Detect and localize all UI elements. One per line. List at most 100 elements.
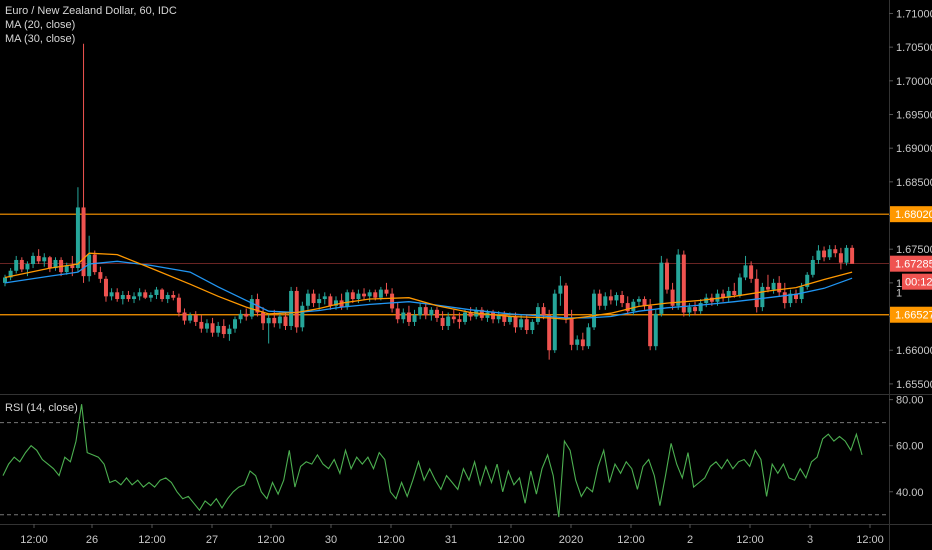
candle-up: [737, 277, 742, 295]
candle-up: [485, 312, 490, 318]
candle-up: [300, 305, 305, 328]
price-badge: [890, 206, 932, 223]
candle-down: [261, 312, 266, 324]
candle-down: [625, 303, 630, 312]
candle-up: [698, 303, 703, 312]
candle-down: [126, 294, 131, 300]
time-tick-label: 12:00: [20, 534, 48, 546]
candle-up: [401, 312, 406, 320]
candle-down: [440, 317, 445, 326]
candle-up: [132, 296, 137, 300]
candle-up: [3, 277, 7, 283]
time-tick-label: 12:00: [377, 534, 405, 546]
rsi-tick-label: 80.00: [896, 395, 924, 407]
candle-down: [468, 312, 473, 317]
candle-up: [816, 250, 821, 260]
time-tick-label: 30: [325, 534, 337, 546]
candle-up: [137, 292, 142, 297]
time-tick-label: 12:00: [736, 534, 764, 546]
price-tick-label: 1.67500: [896, 244, 932, 256]
candle-down: [457, 319, 462, 322]
rsi-pane: [0, 404, 889, 518]
candle-up: [238, 313, 243, 320]
candle-down: [395, 308, 400, 320]
candle-down: [384, 289, 389, 294]
candle-up: [367, 292, 372, 297]
candle-up: [42, 257, 47, 262]
time-tick-label: 2020: [559, 534, 583, 546]
time-tick-label: 12:00: [257, 534, 285, 546]
price-tick-label: 1.70500: [896, 42, 932, 54]
candle-down: [732, 290, 737, 295]
ma30-label: MA (30, close): [5, 33, 76, 45]
candle-up: [530, 321, 535, 331]
price-tick-label: 1.66000: [896, 345, 932, 357]
candle-down: [221, 325, 226, 335]
price-tick-label: 1.71000: [896, 8, 932, 20]
candle-down: [98, 272, 103, 279]
candle-down: [311, 293, 316, 304]
candle-down: [838, 253, 843, 263]
candle-up: [463, 312, 468, 322]
candle-down: [833, 249, 838, 254]
candle-up: [496, 315, 501, 320]
candle-down: [350, 292, 355, 300]
time-tick-label: 12:00: [617, 534, 645, 546]
candle-down: [451, 316, 456, 320]
ma30-line: [4, 260, 853, 319]
candle-down: [513, 316, 518, 328]
candle-up: [805, 274, 810, 287]
price-badge: [890, 306, 932, 323]
candle-down: [283, 316, 288, 326]
candle-up: [120, 294, 125, 300]
price-tick-label: 1.70000: [896, 76, 932, 88]
candle-up: [305, 293, 310, 306]
candle-up: [507, 316, 512, 322]
rsi-legend: RSI (14, close): [5, 401, 78, 415]
candle-down: [642, 299, 647, 306]
candle-down: [19, 259, 24, 270]
rsi-tick-label: 40.00: [896, 487, 924, 499]
candle-up: [575, 339, 580, 345]
chart-legend: Euro / New Zealand Dollar, 60, IDC MA (2…: [5, 4, 177, 46]
candle-down: [664, 262, 669, 290]
time-tick-label: 12:00: [497, 534, 525, 546]
candle-down: [103, 278, 108, 297]
time-tick-label: 3: [807, 534, 813, 546]
candle-down: [502, 315, 507, 322]
time-tick-label: 26: [86, 534, 98, 546]
candle-up: [810, 259, 815, 275]
candle-down: [171, 294, 176, 298]
candle-down: [681, 254, 686, 313]
candle-down: [597, 293, 602, 306]
price-tick-label-partial: 1: [896, 288, 902, 300]
candle-down: [328, 296, 333, 306]
candle-down: [47, 257, 52, 269]
candle-down: [143, 292, 148, 298]
candle-down: [210, 323, 215, 333]
time-tick-label: 12:00: [856, 534, 884, 546]
candle-up: [266, 317, 271, 324]
candle-down: [541, 307, 546, 316]
candle-down: [491, 312, 496, 320]
candle-up: [631, 301, 636, 312]
candle-up: [25, 264, 30, 270]
candle-up: [216, 325, 221, 333]
candle-down: [176, 297, 181, 313]
candle-up: [53, 259, 58, 269]
candle-up: [715, 293, 720, 302]
candle-up: [429, 309, 434, 316]
candle-up: [87, 254, 92, 277]
candle-down: [782, 292, 787, 304]
candle-down: [160, 289, 165, 300]
candle-up: [277, 316, 282, 324]
candle-up: [204, 323, 209, 329]
ma20-label: MA (20, close): [5, 19, 76, 31]
candle-up: [726, 290, 731, 298]
symbol-label: Euro / New Zealand Dollar, 60, IDC: [5, 5, 177, 17]
candle-up: [687, 307, 692, 313]
candle-up: [64, 265, 69, 273]
candle-up: [676, 254, 681, 306]
